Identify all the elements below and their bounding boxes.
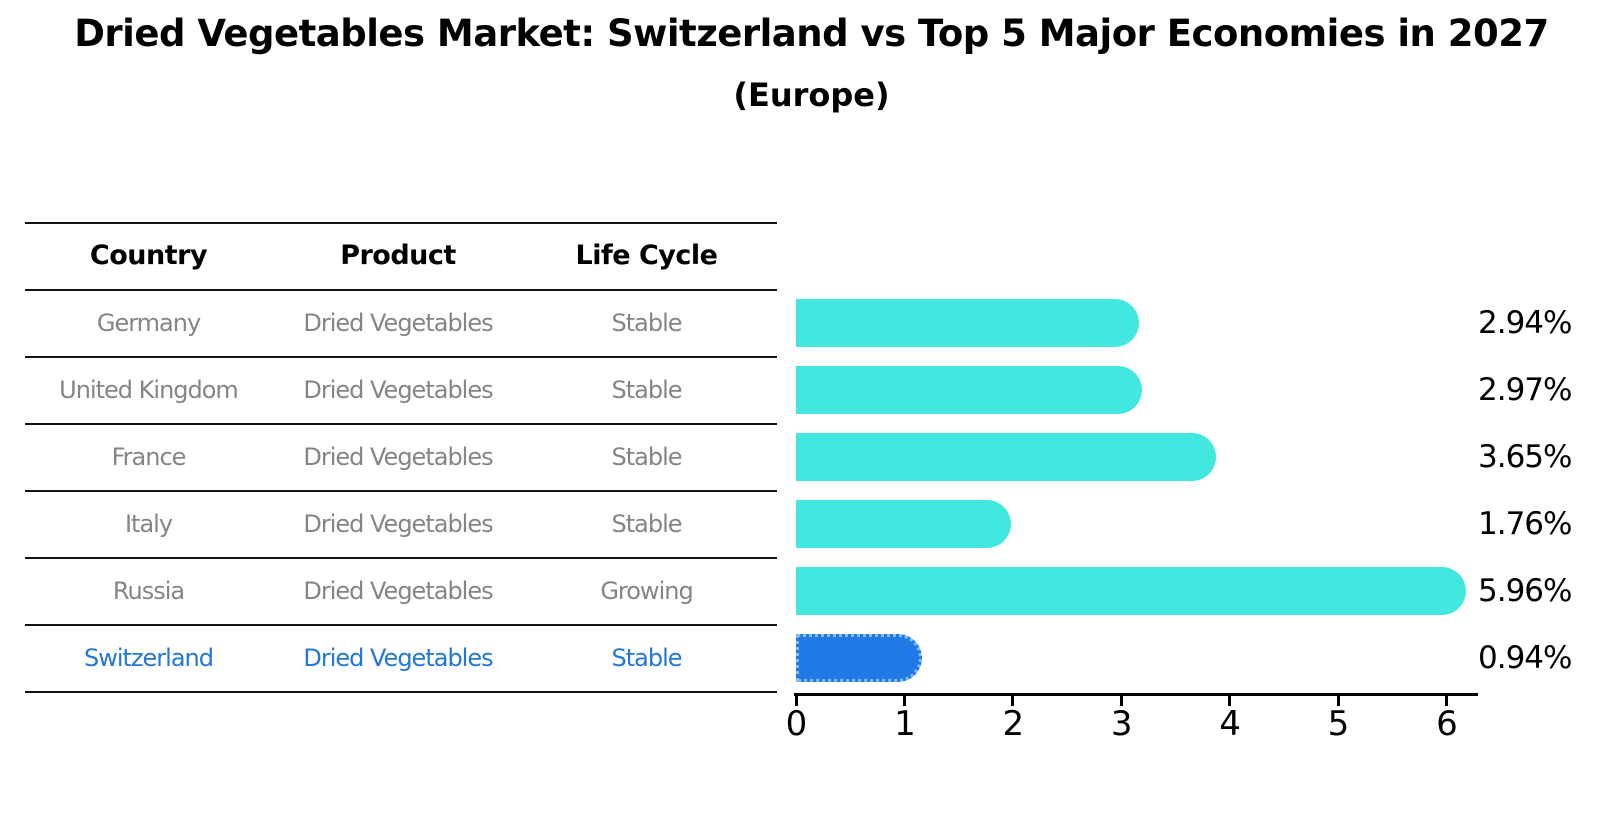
value-label-united-kingdom: 2.97% [1478,371,1572,408]
table-gridline [25,289,777,291]
table-gridline [25,423,777,425]
table-cell-product-italy: Dried Vegetables [303,509,493,538]
bar-germany [796,299,1139,347]
value-label-france: 3.65% [1478,438,1572,475]
table-cell-product-russia: Dried Vegetables [303,576,493,605]
table-header-life-cycle: Life Cycle [575,240,718,271]
bar-italy [796,500,1011,548]
table-gridline [25,222,777,224]
x-tick-label-4: 4 [1219,704,1241,744]
bar-france [796,433,1216,481]
table-gridline [25,624,777,626]
x-axis-line [794,693,1478,696]
table-cell-life-cycle-germany: Stable [611,308,682,337]
x-tick-label-1: 1 [894,704,916,744]
value-label-switzerland: 0.94% [1478,639,1572,676]
x-tick-mark-3 [1119,694,1123,706]
x-tick-label-6: 6 [1436,704,1458,744]
value-label-russia: 5.96% [1478,572,1572,609]
table-cell-life-cycle-united-kingdom: Stable [611,375,682,404]
x-tick-label-2: 2 [1002,704,1024,744]
table-cell-product-switzerland: Dried Vegetables [303,643,493,672]
x-tick-mark-0 [794,694,798,706]
table-gridline [25,356,777,358]
x-tick-label-0: 0 [785,704,808,744]
table-cell-life-cycle-france: Stable [611,442,682,471]
table-cell-life-cycle-switzerland: Stable [611,643,682,672]
chart-subtitle: (Europe) [733,76,890,114]
table-cell-country-italy: Italy [124,509,173,538]
table-cell-life-cycle-italy: Stable [611,509,682,538]
table-cell-country-united-kingdom: United Kingdom [59,375,239,404]
x-tick-mark-4 [1228,694,1232,706]
table-cell-country-switzerland: Switzerland [84,643,214,672]
table-header-country: Country [89,240,208,271]
table-cell-life-cycle-russia: Growing [600,576,693,605]
chart-title: Dried Vegetables Market: Switzerland vs … [74,12,1549,55]
x-tick-mark-6 [1444,694,1448,706]
table-cell-country-germany: Germany [96,308,201,337]
x-tick-label-5: 5 [1327,704,1350,744]
table-gridline [25,557,777,559]
table-cell-country-russia: Russia [112,576,185,605]
table-gridline [25,490,777,492]
bar-switzerland [796,634,922,682]
x-tick-label-3: 3 [1110,704,1133,744]
table-header-product: Product [340,240,456,271]
value-label-italy: 1.76% [1478,505,1572,542]
table-cell-product-united-kingdom: Dried Vegetables [303,375,493,404]
table-cell-country-france: France [111,442,187,471]
x-tick-mark-1 [902,694,906,706]
value-label-germany: 2.94% [1478,304,1572,341]
table-cell-product-germany: Dried Vegetables [303,308,493,337]
table-gridline [25,691,777,693]
bar-russia [796,567,1466,615]
bar-united-kingdom [796,366,1142,414]
table-cell-product-france: Dried Vegetables [303,442,493,471]
x-tick-mark-5 [1336,694,1340,706]
x-tick-mark-2 [1011,694,1015,706]
